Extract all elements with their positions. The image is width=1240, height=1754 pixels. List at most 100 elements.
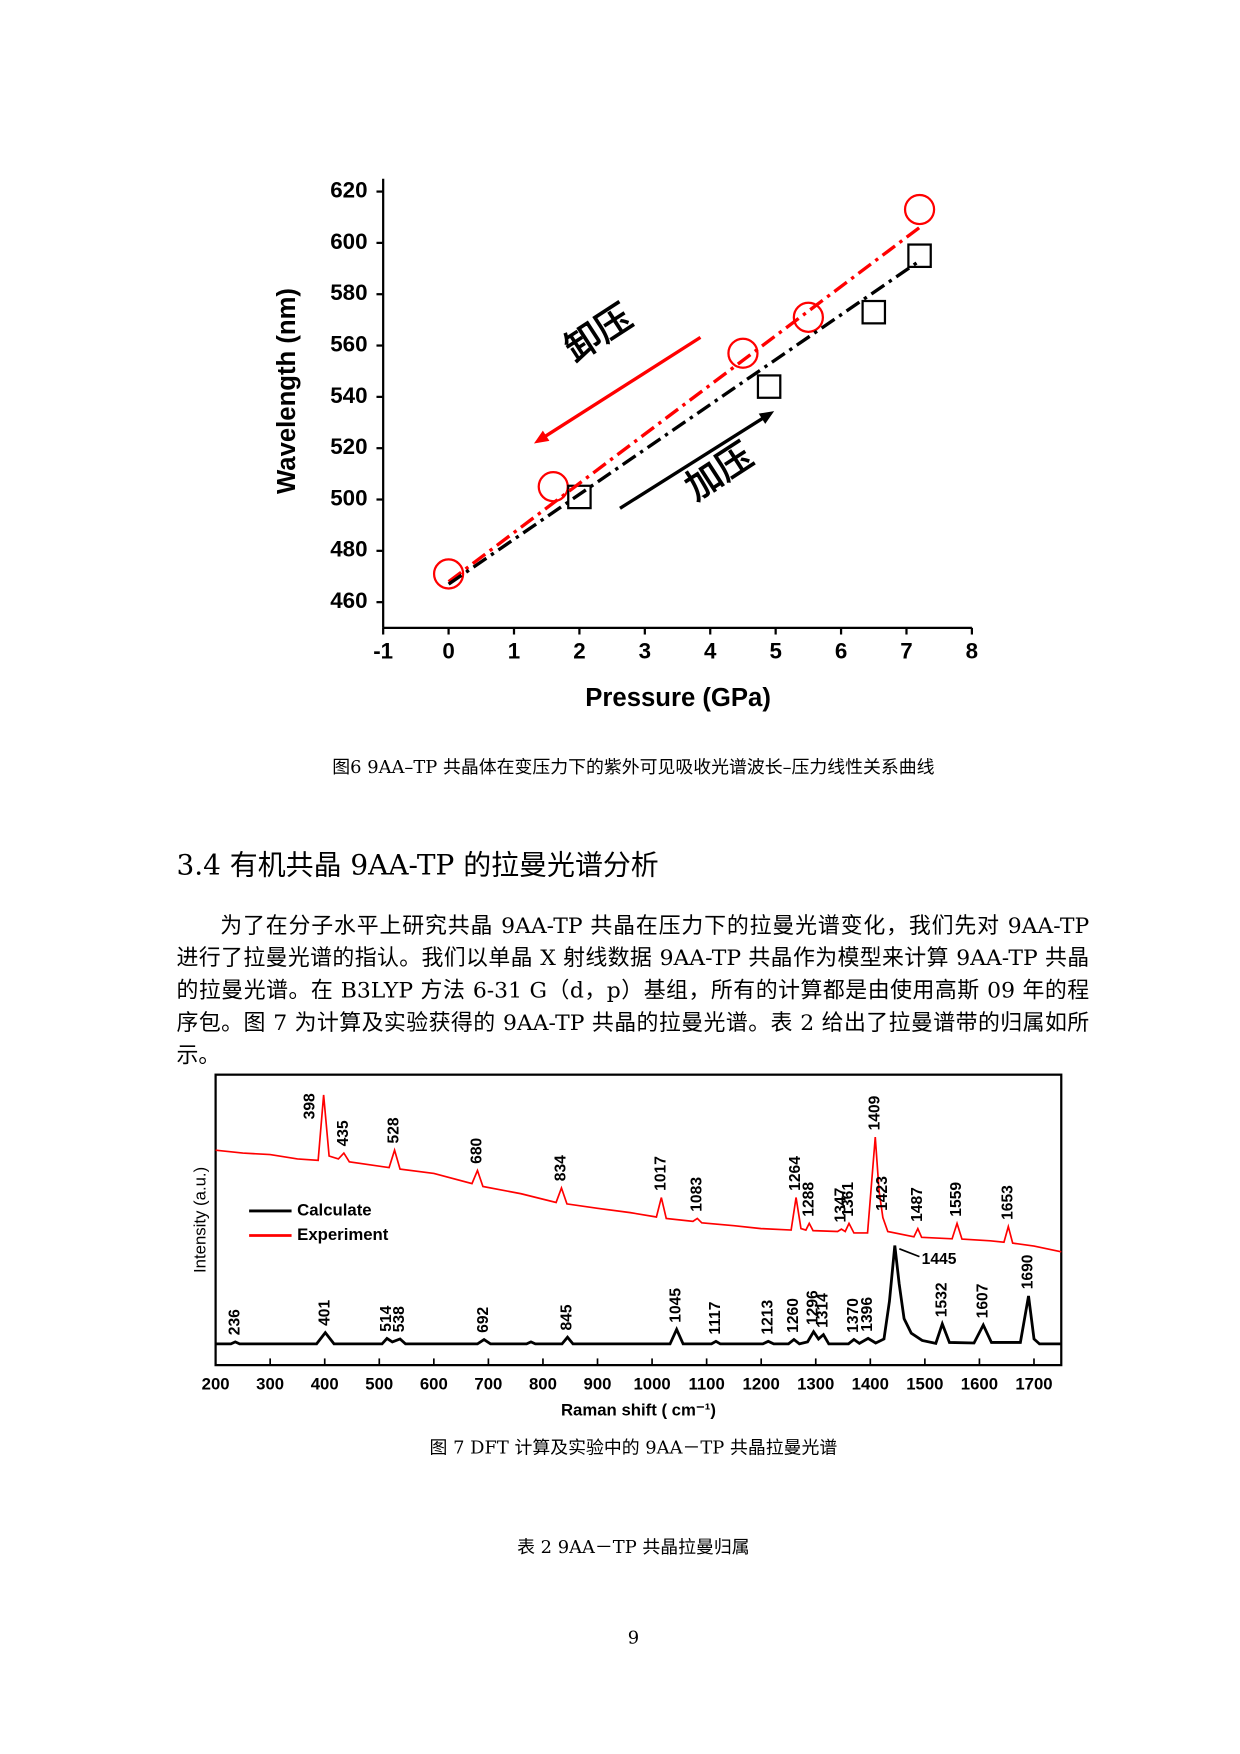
- peak-label: 1288: [800, 1182, 817, 1217]
- x-tick-label: 1: [508, 638, 520, 663]
- x-axis-label: Pressure (GPa): [585, 684, 771, 712]
- point: [907, 243, 932, 269]
- peak-label: 845: [559, 1304, 576, 1330]
- peak-label: 1653: [999, 1185, 1016, 1220]
- x-tick-label: 1100: [688, 1375, 724, 1394]
- x-tick-label: 5: [769, 638, 781, 663]
- fit-line: [447, 226, 921, 584]
- x-tick-label: 3: [639, 638, 651, 663]
- peak-label: 680: [469, 1137, 486, 1163]
- spectrum: [215, 1245, 1062, 1346]
- y-tick-label: 460: [330, 588, 367, 613]
- peak-label: 1607: [974, 1284, 991, 1319]
- point: [432, 558, 465, 590]
- page-number: 9: [627, 1626, 640, 1648]
- point: [792, 301, 825, 333]
- peak-label: 1213: [759, 1300, 776, 1335]
- legend-label: Experiment: [297, 1225, 389, 1244]
- peak-label: 1559: [948, 1182, 965, 1217]
- paragraph: 为了在分子水平上研究共晶 9AA-TP 共晶在压力下的拉曼光谱变化，我们先对 9…: [176, 912, 1090, 1068]
- x-tick-label: 8: [966, 638, 978, 663]
- arrow-head: [533, 430, 550, 444]
- y-tick-label: 520: [330, 434, 367, 459]
- annotation: 卸压: [557, 296, 640, 370]
- peak-label: 1361: [840, 1182, 857, 1217]
- peak-label: 1409: [866, 1095, 883, 1130]
- point: [727, 337, 759, 369]
- peak-label: 1083: [688, 1177, 705, 1212]
- y-axis-label: Wavelength (nm): [273, 288, 301, 494]
- x-tick-label: 1200: [743, 1375, 780, 1394]
- figure-caption: 图 7 DFT 计算及实验中的 9AA－TP 共晶拉曼光谱: [429, 1436, 838, 1458]
- x-tick-label: 7: [900, 638, 912, 663]
- x-axis-label: Raman shift ( cm⁻¹): [561, 1400, 716, 1419]
- x-tick-label: 600: [420, 1375, 448, 1394]
- y-tick-label: 500: [330, 485, 367, 510]
- x-tick-label: 1700: [1015, 1375, 1052, 1394]
- peak-label: 692: [475, 1306, 492, 1332]
- arrow: [540, 335, 702, 441]
- fit-line: [447, 259, 921, 586]
- peak-label: 1045: [668, 1288, 685, 1323]
- y-tick-label: 560: [330, 331, 367, 356]
- x-tick-label: 2: [573, 638, 585, 663]
- x-tick-label: 500: [365, 1375, 393, 1394]
- plot-frame: [214, 1073, 1063, 1367]
- y-tick-label: 540: [330, 383, 367, 408]
- peak-label: 1347: [833, 1188, 850, 1223]
- peak-label: 1532: [933, 1282, 950, 1317]
- x-tick-label: 800: [529, 1375, 557, 1394]
- point: [861, 299, 887, 325]
- x-tick-label: 900: [584, 1375, 612, 1394]
- point: [567, 484, 592, 510]
- peak-label: 514: [378, 1305, 395, 1331]
- peak-label: 1396: [859, 1297, 876, 1332]
- peak-label: 538: [391, 1306, 408, 1332]
- x-tick-label: 700: [474, 1375, 502, 1394]
- x-tick-label: 6: [835, 638, 847, 663]
- peak-label: 1260: [785, 1298, 802, 1333]
- annotation: 加压: [678, 434, 761, 508]
- x-tick-label: 1400: [852, 1375, 889, 1394]
- x-tick-label: 4: [704, 638, 717, 663]
- x-tick-label: 1500: [906, 1375, 943, 1394]
- section-heading: 3.4 有机共晶 9AA-TP 的拉曼光谱分析: [176, 849, 659, 882]
- peak-label: 1314: [815, 1293, 832, 1328]
- peak-label: 435: [335, 1120, 352, 1146]
- peak-label: 1445: [922, 1251, 957, 1268]
- table-caption: 表 2 9AA－TP 共晶拉曼归属: [517, 1536, 750, 1558]
- point: [903, 193, 936, 226]
- arrow-head: [758, 411, 775, 424]
- peak-label: 401: [316, 1300, 333, 1326]
- figure-caption: 图6 9AA–TP 共晶体在变压力下的紫外可见吸收光谱波长–压力线性关系曲线: [332, 756, 935, 778]
- x-tick-label: 300: [256, 1375, 284, 1394]
- peak-label: 1264: [787, 1156, 804, 1191]
- peak-label: 1487: [909, 1187, 926, 1222]
- x-tick-label: 0: [442, 638, 454, 663]
- peak-label: 834: [553, 1155, 570, 1181]
- y-tick-label: 600: [330, 229, 367, 254]
- x-tick-label: 400: [311, 1375, 339, 1394]
- peak-label: 1690: [1020, 1254, 1037, 1289]
- x-tick-label: -1: [373, 638, 393, 663]
- peak-label: 1370: [845, 1298, 862, 1333]
- y-tick-label: 580: [330, 280, 367, 305]
- peak-label: 1296: [805, 1290, 822, 1325]
- peak-label: 1017: [652, 1156, 669, 1191]
- y-axis-label: Intensity (a.u.): [191, 1167, 210, 1273]
- peak-label: 1423: [874, 1176, 891, 1211]
- peak-label: 528: [386, 1117, 403, 1143]
- x-tick-label: 1000: [633, 1375, 670, 1394]
- spectrum: [215, 1094, 1062, 1253]
- x-tick-label: 1300: [797, 1375, 834, 1394]
- y-tick-label: 620: [330, 177, 367, 202]
- x-tick-label: 200: [202, 1375, 230, 1394]
- y-tick-label: 480: [330, 537, 367, 562]
- x-tick-label: 1600: [961, 1375, 998, 1394]
- point: [756, 374, 782, 399]
- peak-label: 1117: [707, 1302, 724, 1335]
- legend-label: Calculate: [297, 1200, 371, 1219]
- arrow: [619, 414, 768, 510]
